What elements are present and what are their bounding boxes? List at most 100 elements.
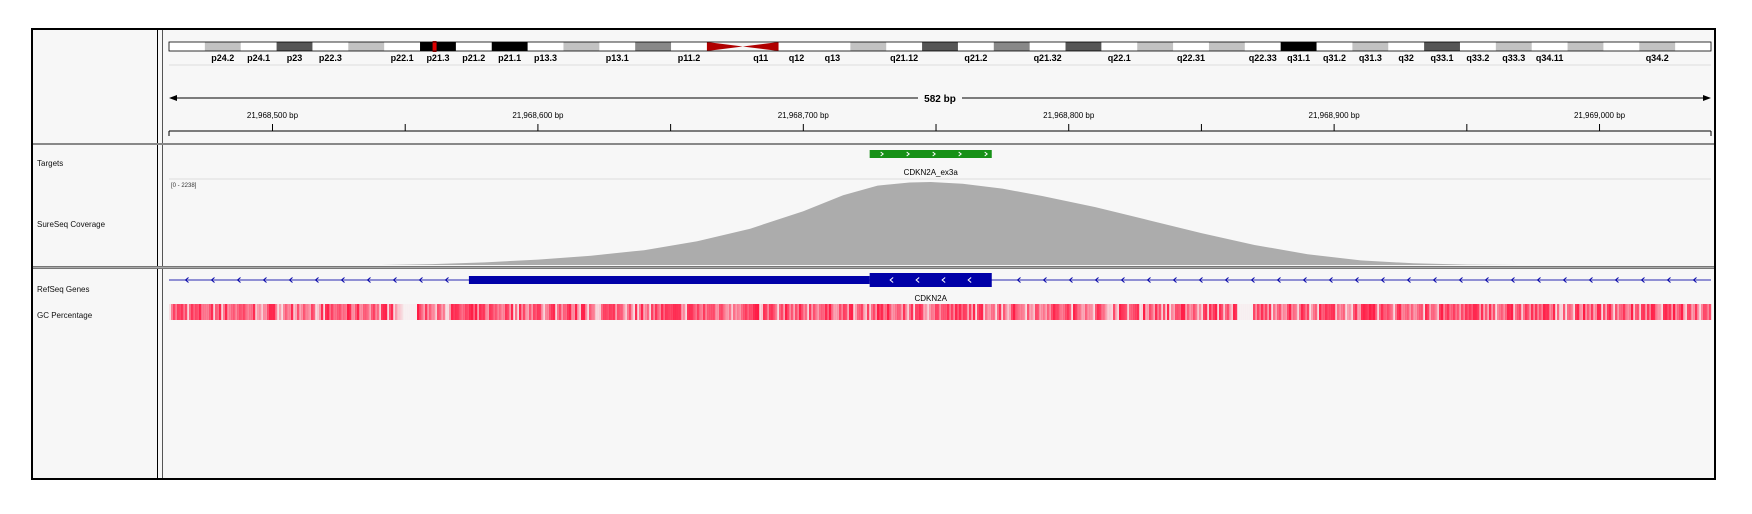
gc-bin xyxy=(303,304,306,320)
gc-bin xyxy=(1121,304,1124,320)
gc-bin xyxy=(583,304,586,320)
gc-bin xyxy=(1107,304,1110,320)
gc-bin xyxy=(1675,304,1678,320)
gc-bin xyxy=(659,304,662,320)
gc-bin xyxy=(685,304,688,320)
gc-bin xyxy=(1517,304,1520,320)
gc-bin xyxy=(613,304,616,320)
gc-bin xyxy=(453,304,456,320)
gc-bin xyxy=(1277,304,1280,320)
gc-bin xyxy=(251,304,254,320)
gc-bin xyxy=(675,304,678,320)
ideogram-band-p21.3 xyxy=(420,42,457,51)
gc-bin xyxy=(311,304,314,320)
chromosome-ideogram[interactable]: p24.2 p24.1 p23 p22.3 p22.1 p21.3 p21.2 p21.1 p1… xyxy=(168,41,1712,63)
gc-bin xyxy=(825,304,828,320)
gc-bin xyxy=(1071,304,1074,320)
gc-bin xyxy=(657,304,660,320)
panel-separator[interactable] xyxy=(33,266,1714,269)
gene-exon-block[interactable] xyxy=(869,273,992,287)
gc-bin xyxy=(897,304,900,320)
refseq-gene[interactable]: CDKN2A xyxy=(169,273,1711,303)
gc-bin xyxy=(1119,304,1122,320)
data-panel[interactable]: p24.2 p24.1 p23 p22.3 p22.1 p21.3 p21.2 p21.1 p1… xyxy=(33,30,1714,478)
gc-bin xyxy=(1375,304,1378,320)
gc-bin xyxy=(411,304,413,320)
gc-bin xyxy=(319,304,322,320)
gc-bin xyxy=(289,304,292,320)
centromere-q-arm xyxy=(742,42,779,51)
gc-bin xyxy=(745,304,748,320)
track-name-targets[interactable]: Targets xyxy=(37,159,64,168)
target-block[interactable] xyxy=(869,150,992,158)
gc-bin xyxy=(1703,304,1706,320)
ideogram-band-p24.1 xyxy=(240,42,278,51)
gc-bin xyxy=(179,304,182,320)
gc-bin xyxy=(1519,304,1522,320)
ideogram-band-label: q22.31 xyxy=(1177,53,1205,63)
gc-bin xyxy=(1629,304,1632,320)
gc-bin xyxy=(371,304,374,320)
gc-bin xyxy=(875,304,878,320)
gc-bin xyxy=(1489,304,1492,320)
name-panel-divider[interactable] xyxy=(157,30,158,478)
gc-bin xyxy=(1015,304,1018,320)
span-label: 582 bp xyxy=(924,94,956,105)
gc-bin xyxy=(1545,304,1548,320)
gc-bin xyxy=(1257,304,1260,320)
gc-bin xyxy=(677,304,680,320)
gc-bin xyxy=(1007,304,1010,320)
track-name-gc[interactable]: GC Percentage xyxy=(37,311,93,320)
gc-bin xyxy=(873,304,876,320)
gc-bin xyxy=(1391,304,1394,320)
ideogram-band-label: q13 xyxy=(825,53,841,63)
gc-heatmap[interactable] xyxy=(169,304,1712,320)
gc-bin xyxy=(1137,304,1140,320)
targets-feature[interactable]: CDKN2A_ex3a xyxy=(869,150,992,177)
gc-bin xyxy=(421,304,424,320)
gc-bin xyxy=(725,304,728,320)
gc-bin xyxy=(1187,304,1190,320)
gc-bin xyxy=(171,304,174,320)
gc-bin xyxy=(521,304,524,320)
gc-bin xyxy=(1469,304,1472,320)
gc-bin xyxy=(1475,304,1478,320)
gc-bin xyxy=(419,304,422,320)
strand-chevron-left-icon xyxy=(340,277,345,283)
gc-bin xyxy=(1047,304,1050,320)
attribute-panel-divider[interactable] xyxy=(162,30,163,478)
gc-bin xyxy=(647,304,650,320)
gene-utr-block[interactable] xyxy=(468,276,870,284)
gc-bin xyxy=(1587,304,1590,320)
gc-bin xyxy=(431,304,434,320)
ideogram-band-q31.1 xyxy=(1280,42,1318,51)
gc-bin xyxy=(871,304,874,320)
gc-bin xyxy=(935,304,938,320)
gc-bin xyxy=(393,304,396,320)
gc-bin xyxy=(503,304,506,320)
ruler[interactable]: 582 bp 21,968,500 bp 21,968,600 bp 21,968,7… xyxy=(168,64,1712,136)
gc-bin xyxy=(1133,304,1136,320)
track-name-refseq[interactable]: RefSeq Genes xyxy=(37,285,90,294)
gc-bin xyxy=(1371,304,1374,320)
gc-bin xyxy=(1553,304,1556,320)
gc-bin xyxy=(1647,304,1650,320)
gc-bin xyxy=(575,304,578,320)
track-name-coverage[interactable]: SureSeq Coverage xyxy=(37,220,106,229)
gc-bin xyxy=(1321,304,1324,320)
gc-bin xyxy=(1599,304,1602,320)
coverage-area[interactable] xyxy=(169,182,1711,265)
gc-bin xyxy=(1355,304,1358,320)
gc-bin xyxy=(831,304,834,320)
strand-chevron-left-icon xyxy=(1068,277,1073,283)
gc-bin xyxy=(667,304,670,320)
gc-bin xyxy=(417,304,420,320)
strand-chevron-left-icon xyxy=(1120,277,1125,283)
gc-bin xyxy=(1281,304,1284,320)
gc-bin xyxy=(637,304,640,320)
gc-bin xyxy=(381,304,384,320)
gc-bin xyxy=(491,304,494,320)
gc-bin xyxy=(1513,304,1516,320)
gc-bin xyxy=(1583,304,1586,320)
gc-bin xyxy=(1059,304,1062,320)
